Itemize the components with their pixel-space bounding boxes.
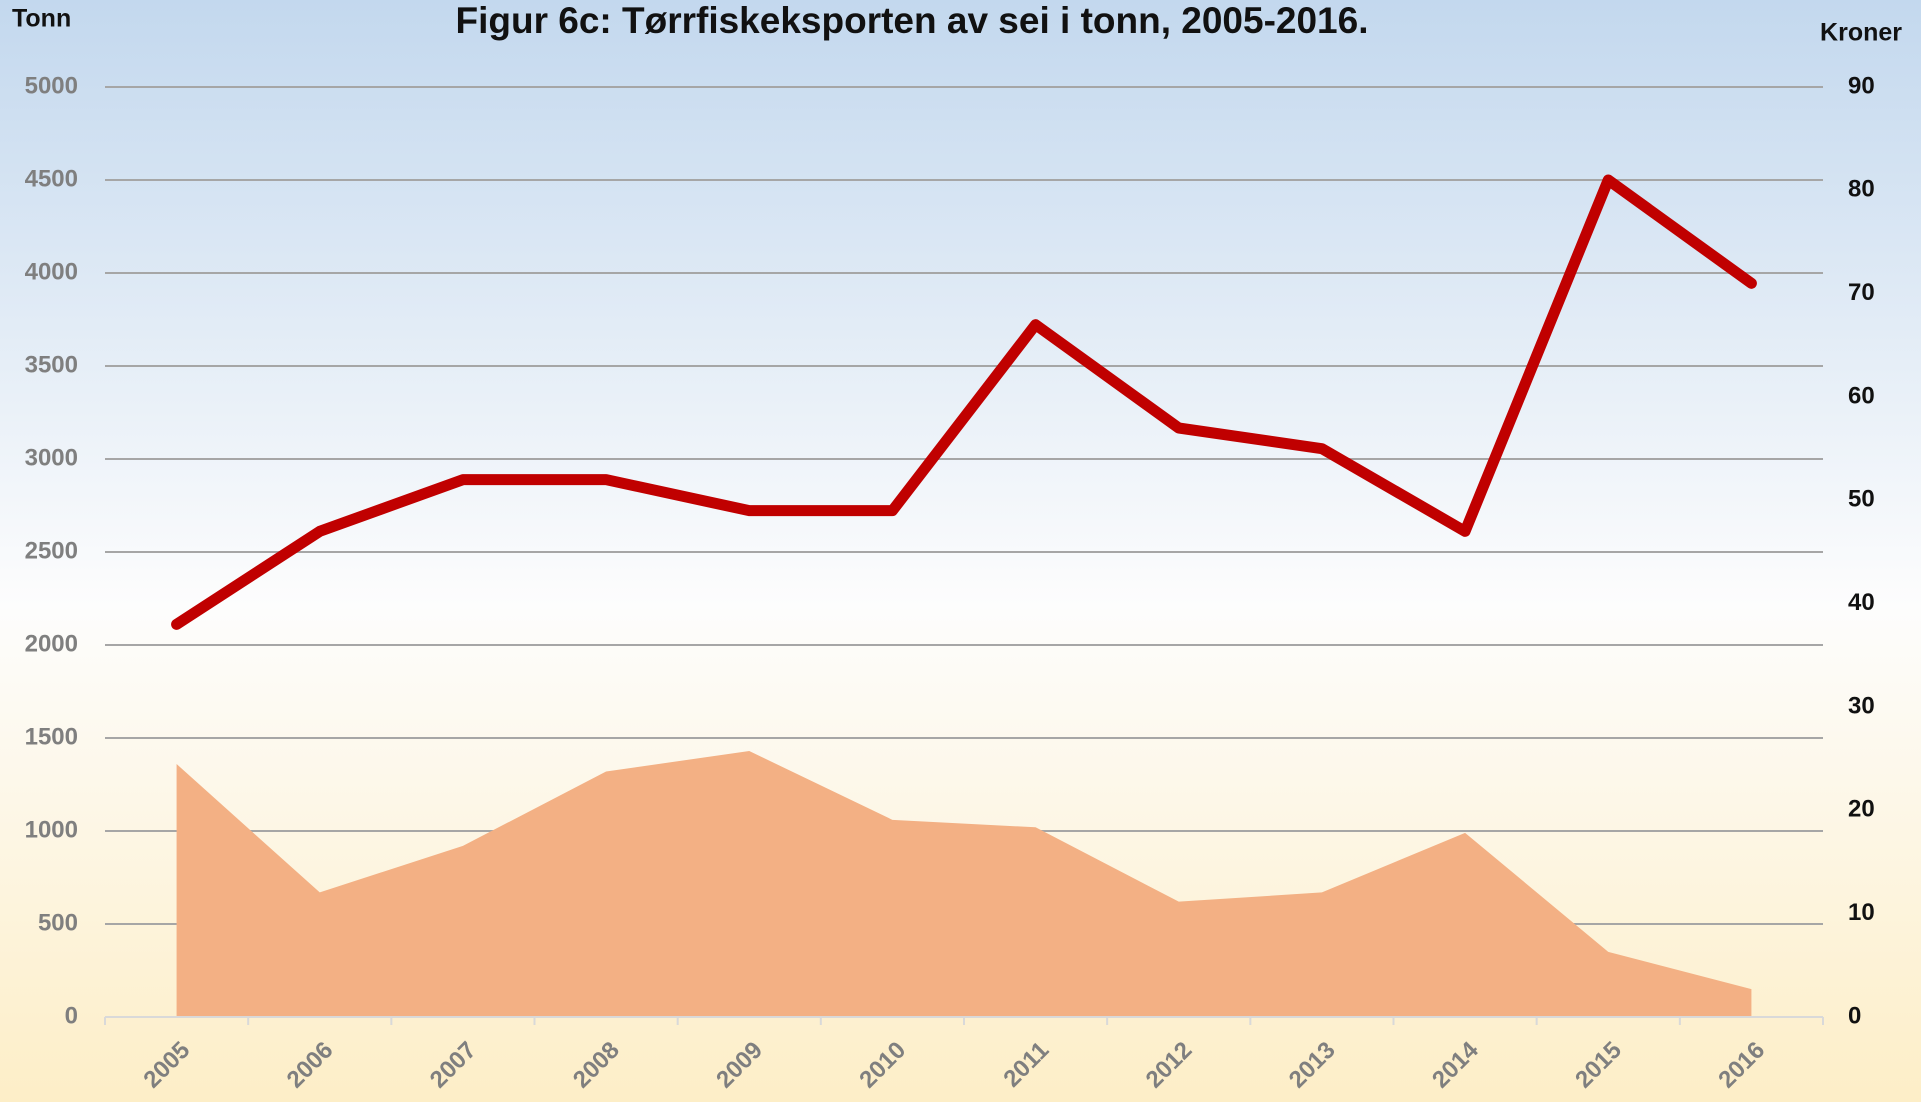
y-tick-label: 4000 [25, 258, 78, 285]
y2-tick-label: 10 [1848, 899, 1875, 926]
y2-tick-label: 20 [1848, 796, 1875, 823]
area [176, 751, 1752, 1017]
y2-tick-label: 50 [1848, 486, 1875, 513]
y2-tick-label: 30 [1848, 692, 1875, 719]
y-tick-label: 3000 [25, 444, 78, 471]
y-tick-label: 1000 [25, 816, 78, 843]
y2-tick-label: 0 [1848, 1002, 1861, 1029]
y2-tick-label: 40 [1848, 589, 1875, 616]
y2-tick-label: 80 [1848, 176, 1875, 203]
y2-tick-label: 60 [1848, 382, 1875, 409]
line [171, 174, 1757, 630]
y2-tick-label: 70 [1848, 279, 1875, 306]
y-tick-label: 2500 [25, 537, 78, 564]
y-tick-label: 500 [38, 909, 78, 936]
y-tick-label: 2000 [25, 630, 78, 657]
chart-title: Figur 6c: Tørrfiskeksporten av sei i ton… [455, 0, 1368, 41]
y2-tick-label: 90 [1848, 72, 1875, 99]
y-tick-label: 4500 [25, 165, 78, 192]
y2-axis-title: Kroner [1820, 19, 1902, 47]
y-tick-label: 5000 [25, 72, 78, 99]
y-tick-label: 3500 [25, 351, 78, 378]
y-axis-title: Tonn [12, 5, 71, 33]
y-tick-label: 0 [65, 1002, 78, 1029]
y-tick-label: 1500 [25, 723, 78, 750]
